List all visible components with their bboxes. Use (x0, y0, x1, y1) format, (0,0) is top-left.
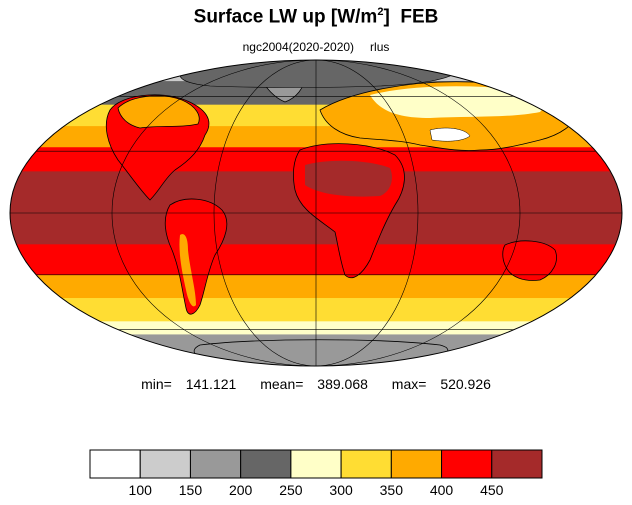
title-superscript: 2 (377, 6, 384, 18)
north-america-north (117, 95, 200, 129)
min-stat: min= 141.121 (136, 376, 241, 392)
max-stat: max= 520.926 (387, 376, 496, 392)
legend-swatch (139, 449, 191, 479)
legend-tick-label: 250 (279, 482, 303, 498)
max-label: max= (391, 376, 427, 392)
legend-swatch (441, 449, 493, 479)
legend-swatch (390, 449, 443, 479)
min-label: min= (141, 376, 172, 392)
legend-tick-label: 100 (128, 482, 152, 498)
sahara-hot (305, 160, 392, 197)
legend-tick-label: 200 (228, 482, 253, 498)
title-text: Surface LW up [W/m (193, 6, 378, 28)
legend-swatch (89, 449, 141, 479)
legend-tick-label: 450 (480, 482, 504, 498)
meridian-line (213, 60, 419, 366)
title-month: FEB (400, 6, 439, 28)
field-statistics: min= 141.121 mean= 389.068 max= 520.926 (0, 376, 632, 392)
legend-swatch (290, 449, 342, 479)
andes-highlands (179, 234, 196, 307)
tibet-plateau (429, 127, 471, 142)
mean-value: 389.068 (317, 376, 368, 392)
meridian-line (111, 60, 521, 366)
legend-swatch (240, 449, 292, 479)
title-close: ] (383, 6, 390, 28)
map-subtitle: ngc2004(2020-2020) rlus (0, 40, 632, 54)
arctic-ice (179, 60, 461, 88)
min-value: 141.121 (185, 376, 237, 392)
legend-swatch (340, 449, 392, 479)
mean-stat: mean= 389.068 (255, 376, 373, 392)
legend-swatch (491, 449, 543, 479)
australia-land (502, 240, 557, 281)
max-value: 520.926 (440, 376, 491, 392)
legend-tick-label: 400 (429, 482, 454, 498)
map-title: Surface LW up [W/m2] FEB (0, 6, 632, 28)
legend-swatch (189, 449, 242, 479)
legend-tick-label: 150 (178, 482, 203, 498)
legend-tick-label: 350 (379, 482, 403, 498)
mean-label: mean= (260, 376, 304, 392)
legend-tick-label: 300 (329, 482, 353, 498)
variable-name: rlus (370, 40, 390, 54)
south-america-land (164, 198, 228, 315)
globe-outline (9, 59, 623, 367)
case-name: ngc2004(2020-2020) (242, 40, 355, 54)
